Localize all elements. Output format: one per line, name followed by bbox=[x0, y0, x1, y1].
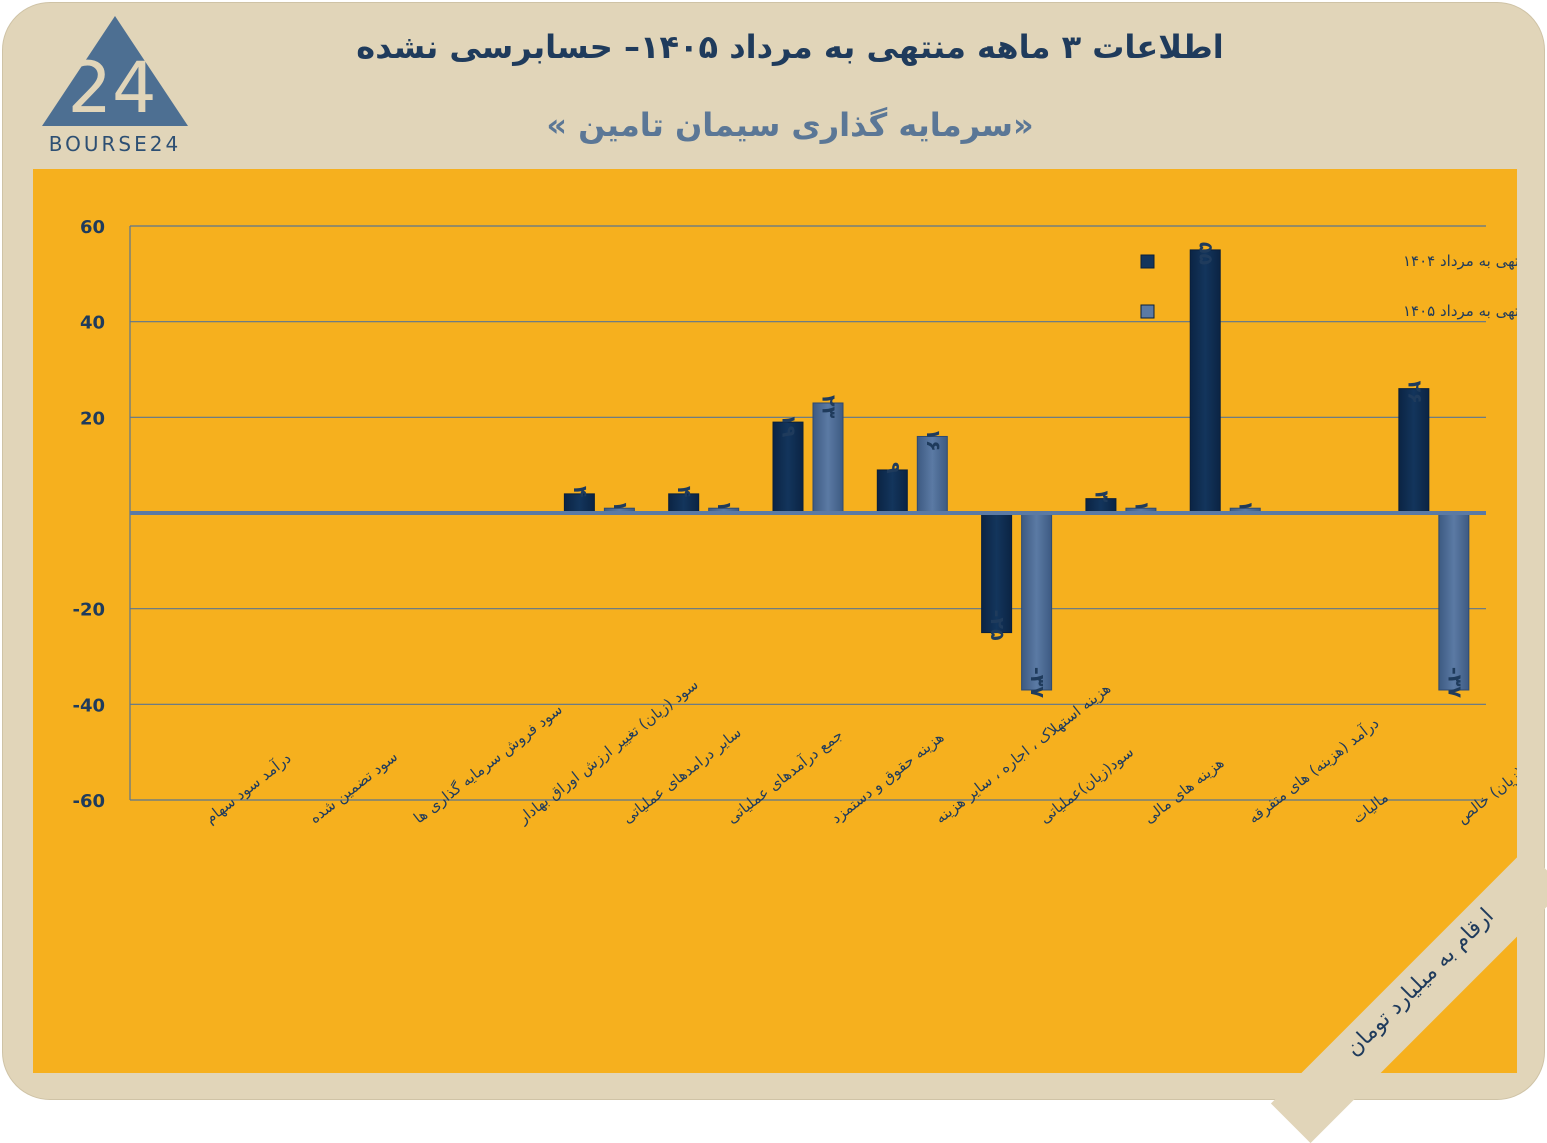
x-category-label: سود تضمین شده bbox=[306, 747, 401, 827]
x-category-label: سود (زیان) تغییر ارزش اوراق بهادار bbox=[514, 675, 702, 827]
bar-series-1 bbox=[1189, 249, 1221, 514]
bar-value-label: ۱ bbox=[609, 500, 631, 512]
bar-value-label: ۱ bbox=[1235, 500, 1257, 512]
bar-series-2 bbox=[1438, 512, 1470, 691]
x-category-label: سود(زیان)عملیاتی bbox=[1036, 743, 1137, 827]
y-tick-label: 60 bbox=[80, 217, 105, 238]
bar-value-label: ۱ bbox=[1130, 500, 1152, 512]
x-category-label: هزینه های مالی bbox=[1140, 754, 1227, 828]
bar-value-label: ۹ bbox=[882, 462, 904, 474]
bar-series-1 bbox=[981, 512, 1013, 634]
bar-series-2 bbox=[1021, 512, 1053, 691]
bar-value-label: -۳۷ bbox=[1443, 667, 1465, 698]
x-category-label: درآمد سود سهام bbox=[202, 749, 295, 827]
legend-swatch-2 bbox=[1140, 304, 1155, 319]
y-tick-label: 40 bbox=[80, 313, 105, 334]
bar-value-label: -۳۷ bbox=[1026, 667, 1048, 698]
bar-value-label: ۱۹ bbox=[778, 414, 800, 438]
logo-numeral: 24 bbox=[67, 47, 156, 129]
bar-series-2 bbox=[812, 402, 844, 514]
x-category-label: مالیات bbox=[1349, 788, 1392, 827]
bar-value-label: ۴ bbox=[569, 486, 591, 498]
chart-title: اطلاعات ۳ ماهه منتهی به مرداد ۱۴۰۵– حساب… bbox=[356, 28, 1224, 66]
chart-panel: 60 40 20 -20 -40 -60 درآمد سود سهام سود تضمین ش… bbox=[33, 169, 1517, 1073]
y-tick-label: -40 bbox=[72, 695, 105, 716]
bourse24-logo: 24 bbox=[42, 16, 188, 129]
bar-series-1 bbox=[1398, 388, 1430, 514]
bar-value-label: -۲۵ bbox=[986, 609, 1008, 640]
chart-subtitle: «سرمایه گذاری سیمان تامین » bbox=[546, 106, 1034, 144]
x-category-label: هزینه حقوق و دستمزد bbox=[827, 728, 947, 827]
bar-series-1 bbox=[876, 469, 908, 514]
y-tick-label: -20 bbox=[72, 600, 105, 621]
y-tick-label: 20 bbox=[80, 408, 105, 429]
legend-label-1: عملکرد منتهی به مرداد ۱۴۰۴ bbox=[1403, 252, 1517, 270]
bar-value-label: ۱۶ bbox=[922, 428, 944, 451]
bar-value-label: ۵۵ bbox=[1195, 242, 1217, 266]
bar-value-label: ۴ bbox=[673, 486, 695, 498]
x-category-label: هزینه استهلاک ، اجاره ، سایر هزینه bbox=[932, 679, 1114, 827]
bar-value-label: ۲۳ bbox=[818, 395, 840, 419]
bar-value-label: ۱ bbox=[713, 500, 735, 512]
bar-value-label: ۳ bbox=[1090, 491, 1112, 503]
bar-value-label: ۲۶ bbox=[1403, 381, 1425, 404]
bar-chart: 60 40 20 -20 -40 -60 درآمد سود سهام سود تضمین ش… bbox=[72, 217, 1517, 828]
bar-series-2 bbox=[916, 435, 948, 514]
y-tick-label: -60 bbox=[72, 791, 105, 812]
x-category-label: سود(زیان) خالص bbox=[1453, 747, 1517, 827]
logo-wordmark: BOURSE24 bbox=[48, 132, 182, 156]
legend-swatch-1 bbox=[1140, 254, 1155, 269]
legend-label-2: عملکرد منتهی به مرداد ۱۴۰۵ bbox=[1403, 302, 1517, 320]
